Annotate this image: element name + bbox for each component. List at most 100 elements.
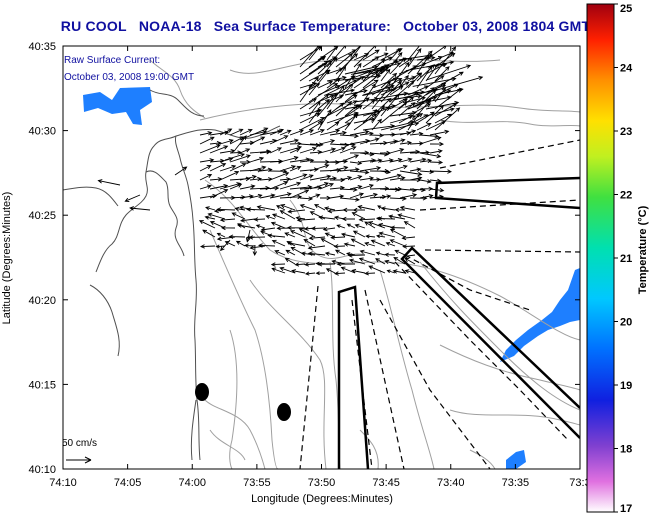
current-arrow — [380, 68, 391, 82]
current-arrow — [199, 131, 213, 136]
current-arrow — [349, 160, 363, 166]
current-arrow — [258, 243, 276, 248]
current-arrow — [317, 93, 337, 117]
current-arrow — [219, 128, 233, 136]
current-arrow — [393, 256, 406, 265]
current-arrow — [279, 210, 296, 220]
current-arrow — [216, 236, 236, 242]
mooring-marker-west — [195, 383, 209, 401]
sst-patch-northwest — [83, 87, 152, 125]
current-arrow — [379, 173, 402, 181]
current-arrow — [299, 98, 317, 110]
current-arrow — [389, 164, 408, 172]
current-arrow — [362, 87, 397, 96]
current-arrow — [375, 258, 386, 265]
current-arrow — [353, 79, 379, 96]
current-arrow — [339, 197, 360, 202]
current-arrow — [304, 262, 316, 267]
current-arrow — [329, 194, 345, 199]
current-arrow — [339, 175, 353, 181]
current-arrow — [416, 65, 433, 89]
current-arrow — [97, 179, 121, 186]
current-arrow — [349, 138, 371, 145]
current-arrow — [326, 46, 347, 68]
y-tick-label: 40:10 — [28, 464, 56, 476]
current-arrow — [308, 76, 319, 89]
current-arrow — [284, 232, 296, 238]
current-arrow — [199, 184, 212, 190]
current-arrow — [419, 179, 432, 184]
current-arrow — [279, 266, 296, 274]
current-arrow — [376, 234, 386, 239]
current-arrow — [174, 166, 188, 176]
current-arrow — [317, 60, 333, 75]
current-arrow — [388, 214, 406, 220]
current-arrow — [219, 139, 234, 145]
x-tick-label: 73:3 — [569, 477, 590, 489]
current-arrow — [430, 75, 484, 93]
current-arrow — [237, 223, 256, 229]
current-arrow — [219, 217, 236, 223]
current-arrow — [389, 121, 420, 131]
current-arrow — [219, 171, 240, 181]
y-axis-label: Latitude (Degrees:Minutes) — [1, 192, 13, 325]
current-arrow — [219, 164, 237, 172]
current-arrow — [289, 230, 306, 238]
current-arrow — [335, 83, 354, 103]
current-arrow — [314, 204, 326, 211]
current-arrow — [407, 47, 422, 68]
current-arrow — [309, 142, 324, 147]
x-tick-label: 73:45 — [372, 477, 400, 489]
current-arrow — [362, 56, 380, 68]
x-axis-ticks: 74:10 74:05 74:00 73:55 73:50 73:45 73:40 73:35… — [49, 46, 591, 489]
current-arrow — [326, 94, 345, 103]
current-arrow — [425, 105, 444, 124]
x-tick-label: 74:10 — [49, 477, 77, 489]
current-arrow — [349, 184, 363, 190]
current-arrow — [235, 240, 246, 247]
colorbar-tick-label: 22 — [620, 190, 632, 202]
current-arrow — [369, 186, 390, 191]
x-tick-label: 73:50 — [308, 477, 336, 489]
current-arrow — [401, 235, 416, 241]
current-arrow — [279, 181, 302, 190]
current-arrow — [228, 234, 246, 239]
current-arrow — [319, 160, 340, 165]
current-arrow — [329, 146, 346, 154]
current-arrow — [289, 173, 308, 181]
current-arrow — [319, 128, 341, 136]
y-tick-label: 40:25 — [28, 210, 56, 222]
current-arrow — [397, 213, 416, 220]
current-arrow — [379, 139, 399, 145]
current-arrow — [380, 206, 396, 211]
current-arrow — [307, 245, 326, 251]
current-arrow — [231, 212, 246, 220]
current-arrow — [249, 165, 267, 172]
current-arrow — [333, 244, 346, 249]
current-arrow — [199, 244, 216, 249]
current-arrow — [325, 268, 336, 274]
current-arrow — [429, 141, 445, 147]
y-tick-label: 40:30 — [28, 126, 56, 138]
current-arrow — [340, 266, 356, 274]
current-arrow — [199, 144, 221, 154]
current-arrow — [390, 225, 406, 230]
colorbar-tick-label: 20 — [620, 317, 632, 329]
current-arrow — [407, 85, 429, 96]
current-arrow — [270, 221, 286, 229]
scale-label: 50 cm/s — [62, 438, 97, 449]
current-arrow — [344, 104, 359, 117]
map-title: RU COOL NOAA-18 Sea Surface Temperature:… — [0, 18, 651, 34]
y-tick-label: 40:20 — [28, 295, 56, 307]
current-arrow — [339, 133, 359, 139]
current-arrow — [249, 185, 271, 191]
current-arrow — [429, 169, 452, 174]
current-arrow — [269, 171, 290, 181]
current-arrow — [379, 169, 391, 175]
current-label-line1: Raw Surface Current: — [64, 55, 160, 66]
current-arrow — [434, 88, 462, 110]
current-arrow — [354, 223, 366, 229]
current-arrow — [299, 174, 314, 181]
sst-patch-east — [500, 268, 580, 362]
colorbar-tick-label: 18 — [620, 444, 632, 456]
